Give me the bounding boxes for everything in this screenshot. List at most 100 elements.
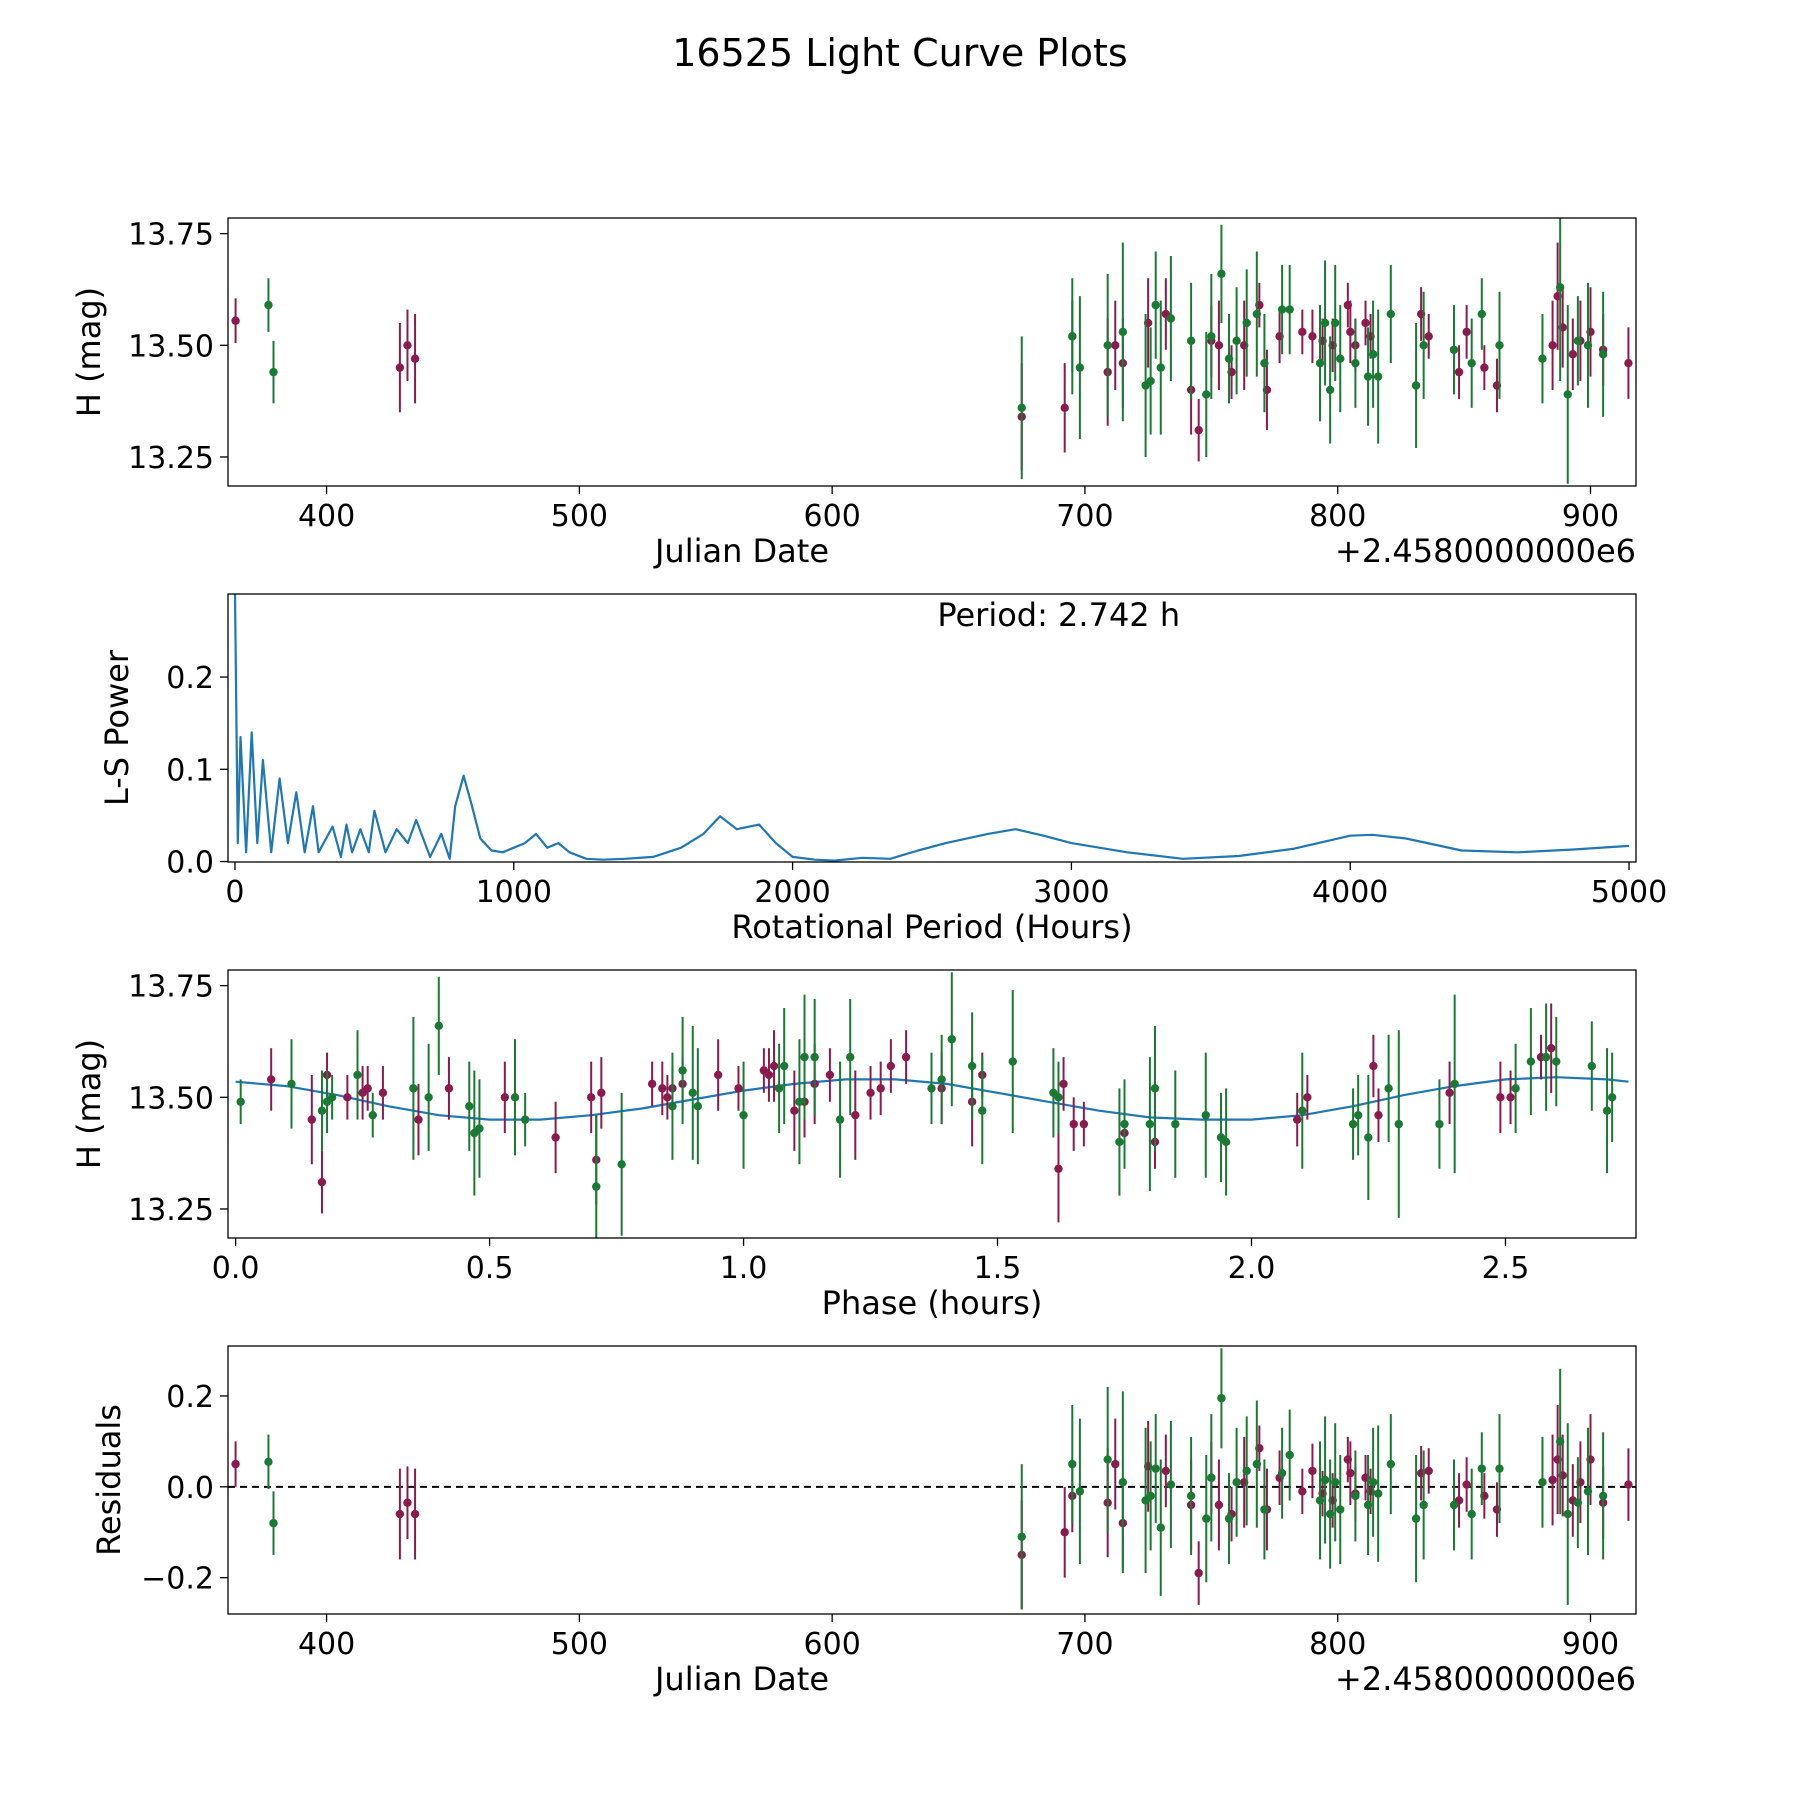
data-point	[1563, 1509, 1572, 1519]
data-point	[1207, 332, 1216, 341]
data-point	[693, 1102, 703, 1111]
data-point	[1454, 367, 1464, 377]
data-point	[1151, 300, 1160, 310]
x-tick-label: 400	[298, 499, 355, 534]
x-tick-label: 700	[1056, 1627, 1113, 1662]
x-tick-label: 600	[804, 1627, 861, 1662]
y-tick-label: 0.2	[166, 1380, 214, 1415]
residuals-x-label: Julian Date	[653, 1660, 829, 1698]
plot-marks	[231, 218, 1633, 484]
y-tick-label: −0.2	[141, 1562, 214, 1597]
data-point	[1308, 1466, 1317, 1476]
data-point	[1546, 1043, 1556, 1053]
y-tick-label: 0.0	[166, 1471, 214, 1506]
data-point	[1538, 1478, 1547, 1487]
data-point	[1285, 1450, 1294, 1460]
data-point	[688, 1088, 697, 1098]
data-point	[1555, 1437, 1565, 1446]
data-point	[1552, 1057, 1561, 1066]
x-tick-label: 1.5	[974, 1251, 1022, 1286]
data-point	[264, 300, 273, 310]
x-tick-label: 700	[1056, 499, 1113, 534]
data-point	[795, 1097, 804, 1106]
data-point	[1462, 327, 1471, 337]
data-point	[1325, 385, 1335, 395]
data-point	[269, 1518, 278, 1528]
data-point	[1384, 1084, 1393, 1093]
panel-light-curve: 400 500 600 700 800 900 13.25 13.50 13.75 Julia…	[70, 217, 1637, 570]
data-point	[1217, 269, 1226, 279]
data-point	[317, 1106, 327, 1115]
data-point	[1424, 1466, 1433, 1476]
plot-marks	[228, 1348, 1636, 1610]
residuals-plot-area	[228, 1348, 1636, 1610]
data-point	[1059, 1079, 1068, 1089]
data-point	[1480, 363, 1489, 372]
data-point	[713, 1070, 723, 1080]
data-point	[1166, 1480, 1176, 1489]
light-curve-x-ticks: 400 500 600 700 800 900	[298, 486, 1619, 534]
figure-title: 16525 Light Curve Plots	[672, 31, 1127, 75]
residuals-frame	[227, 1345, 1637, 1615]
data-point	[1194, 425, 1203, 435]
data-point	[1573, 336, 1583, 346]
data-point	[410, 354, 420, 363]
data-point	[1435, 1119, 1444, 1129]
data-point	[343, 1093, 352, 1102]
periodogram-line	[233, 594, 1630, 862]
data-point	[1346, 1468, 1355, 1478]
x-tick-label: 1000	[476, 875, 552, 910]
data-point	[1151, 1464, 1160, 1473]
plot-marks	[233, 594, 1630, 862]
data-point	[901, 1052, 911, 1062]
data-point	[434, 1021, 443, 1031]
y-tick-label: 13.50	[128, 1081, 214, 1116]
data-point	[1624, 358, 1633, 368]
data-point	[1602, 1106, 1612, 1115]
x-tick-label: 0.0	[212, 1251, 260, 1286]
y-tick-label: 13.25	[128, 1193, 214, 1228]
data-point	[1555, 283, 1565, 292]
data-point	[1298, 1106, 1307, 1115]
light-curve-x-offset: +2.4580000000e6	[1335, 532, 1636, 570]
data-point	[1260, 358, 1269, 368]
data-point	[866, 1088, 875, 1098]
data-point	[1171, 1119, 1180, 1129]
data-point	[1583, 1487, 1593, 1496]
y-tick-label: 13.50	[128, 329, 214, 364]
light-curve-y-label: H (mag)	[70, 287, 108, 417]
periodogram-x-ticks: 0 1000 2000 3000 4000 5000	[225, 862, 1667, 910]
x-tick-label: 4000	[1312, 875, 1388, 910]
data-point	[378, 1088, 388, 1098]
data-point	[1511, 1084, 1520, 1093]
data-point	[769, 1061, 779, 1071]
data-point	[500, 1093, 510, 1102]
data-point	[410, 1509, 420, 1519]
data-point	[1364, 1133, 1373, 1142]
data-point	[1573, 1498, 1583, 1507]
data-point	[1115, 1137, 1124, 1147]
data-point	[269, 367, 278, 377]
data-point	[774, 1084, 784, 1093]
data-point	[1419, 341, 1428, 350]
data-point	[1194, 1568, 1203, 1578]
data-point	[1315, 1496, 1325, 1505]
periodogram-plot-area	[233, 594, 1630, 862]
data-point	[1207, 1473, 1216, 1482]
data-point	[1495, 1464, 1504, 1473]
data-point	[1146, 1491, 1155, 1501]
data-point	[266, 1075, 276, 1084]
data-point	[1217, 1394, 1226, 1403]
phased-curve-y-label: H (mag)	[70, 1039, 108, 1169]
data-point	[1369, 1061, 1378, 1071]
data-point	[1054, 1093, 1063, 1102]
data-point	[1054, 1164, 1063, 1173]
plot-marks	[235, 972, 1629, 1238]
data-point	[231, 1459, 240, 1469]
x-tick-label: 2000	[754, 875, 830, 910]
data-point	[779, 1061, 789, 1071]
data-point	[1075, 1487, 1085, 1496]
data-point	[1506, 1093, 1515, 1102]
